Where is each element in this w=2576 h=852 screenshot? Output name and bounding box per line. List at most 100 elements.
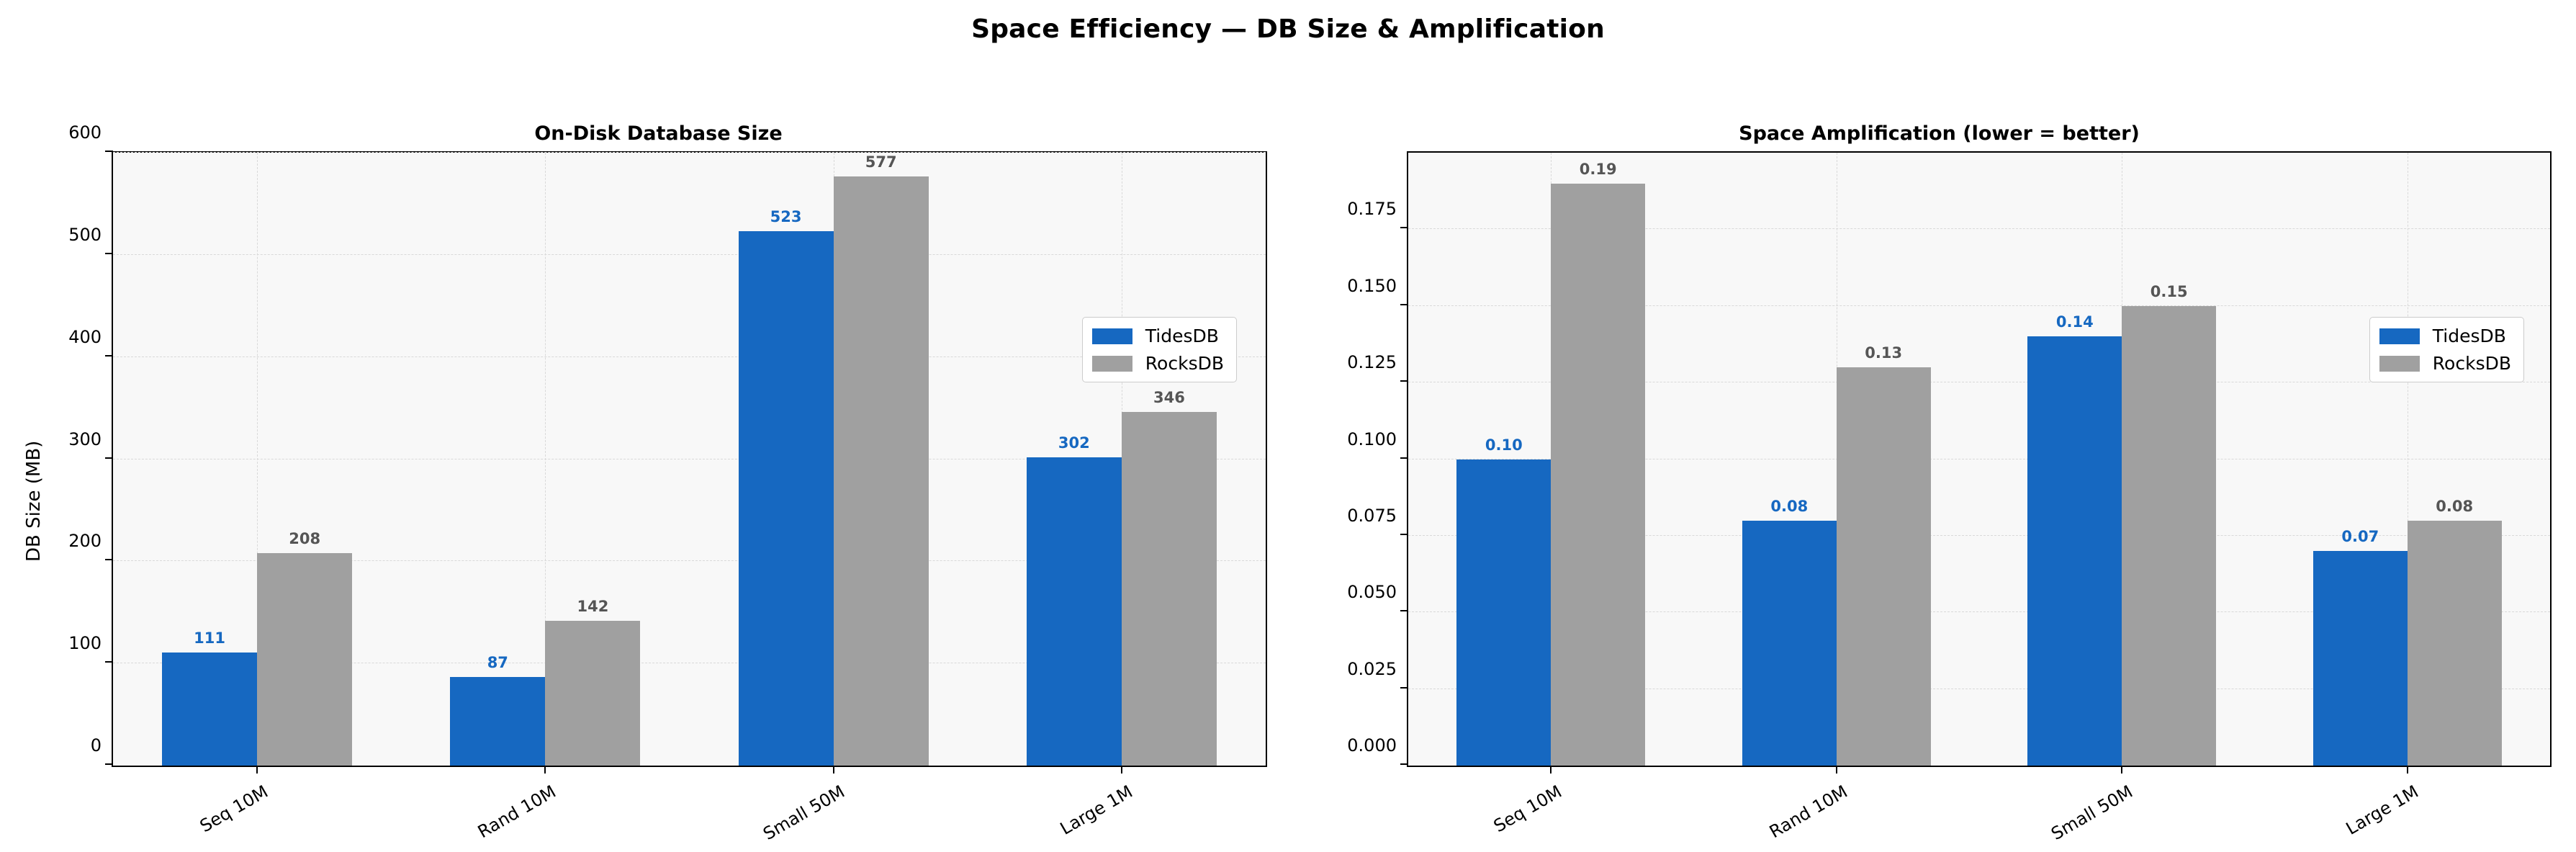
bar-rocksdb-rand-10m[interactable]: 142 (545, 598, 641, 766)
x-tick-label: Small 50M (759, 781, 848, 845)
bar-value-label: 0.13 (1865, 344, 1903, 362)
x-tick-label: Large 1M (1056, 781, 1136, 839)
bar-rocksdb-seq-10m[interactable]: 0.19 (1551, 161, 1646, 766)
y-tick-label: 0 (90, 735, 102, 755)
bar-tidesdb-large-1m[interactable]: 302 (1026, 434, 1122, 766)
plot-area-db-size: 0 100 200 300 400 500 600 Seq 10M Rand 10M Small… (68, 122, 1267, 844)
legend-item-tidesdb[interactable]: TidesDB (2379, 326, 2511, 346)
bar-tidesdb-rand-10m[interactable]: 0.08 (1742, 498, 1837, 766)
y-tick-label: 0.025 (1347, 658, 1397, 679)
bar-value-label: 0.08 (2436, 497, 2474, 515)
bar-rocksdb-small-50m[interactable]: 577 (833, 153, 929, 766)
x-tick-label: Large 1M (2342, 781, 2422, 839)
subplot-title-space-amplification: Space Amplification (lower = better) (1739, 122, 2140, 145)
gridline-horizontal (1408, 228, 2550, 230)
bar-value-label: 0.07 (2341, 528, 2379, 546)
legend-item-tidesdb[interactable]: TidesDB (1091, 326, 1224, 346)
gridline-horizontal (1408, 611, 2550, 613)
gridline-horizontal (113, 560, 1266, 562)
legend-item-rocksdb[interactable]: RocksDB (1091, 353, 1224, 374)
gridline-horizontal (113, 152, 1266, 153)
y-tick-mark (1400, 763, 1408, 765)
gridline-horizontal (1408, 305, 2550, 306)
legend-label: RocksDB (1145, 353, 1224, 374)
y-tick-mark (105, 763, 113, 765)
x-tick-label: Rand 10M (474, 781, 560, 843)
y-tick-mark (1400, 533, 1408, 535)
y-tick-mark (105, 151, 113, 152)
bar-value-label: 0.15 (2150, 282, 2188, 300)
gridline-horizontal (1408, 534, 2550, 536)
y-tick-mark (105, 252, 113, 254)
bar-value-label: 208 (289, 530, 321, 547)
bar-rocksdb-large-1m[interactable]: 0.08 (2407, 498, 2502, 766)
y-tick-mark (105, 559, 113, 561)
x-tick-mark (256, 766, 258, 773)
x-tick-mark (1120, 766, 1122, 773)
bar-value-label: 346 (1153, 389, 1185, 407)
y-tick-label: 0.125 (1347, 352, 1397, 373)
y-tick-label: 500 (68, 224, 102, 245)
bar-value-label: 0.10 (1485, 436, 1523, 454)
legend-label: RocksDB (2432, 353, 2511, 374)
bar-value-label: 87 (487, 653, 508, 671)
y-tick-label: 0.175 (1347, 199, 1397, 220)
legend-db-size[interactable]: TidesDB RocksDB (1081, 317, 1237, 382)
x-tick-mark (544, 766, 546, 773)
y-tick-mark (105, 354, 113, 357)
x-tick-mark (832, 766, 834, 773)
y-tick-label: 300 (68, 429, 102, 449)
legend-swatch-icon (1091, 355, 1132, 372)
bar-tidesdb-rand-10m[interactable]: 87 (450, 654, 546, 766)
y-tick-label: 600 (68, 122, 102, 143)
y-tick-mark (1400, 610, 1408, 612)
x-tick-label: Seq 10M (196, 781, 272, 837)
x-tick-label: Seq 10M (1490, 781, 1566, 837)
legend-label: TidesDB (1145, 326, 1219, 346)
y-tick-mark (1400, 380, 1408, 382)
subplot-db-size: On-Disk Database Size DB Size (MB) 0 100 2… (23, 122, 1267, 844)
y-tick-label: 400 (68, 326, 102, 347)
gridline-horizontal (113, 254, 1266, 255)
y-tick-label: 200 (68, 531, 102, 552)
bar-tidesdb-small-50m[interactable]: 523 (738, 208, 834, 766)
legend-label: TidesDB (2432, 326, 2506, 346)
bar-rocksdb-small-50m[interactable]: 0.15 (2122, 283, 2217, 766)
subplot-title-db-size: On-Disk Database Size (534, 122, 783, 145)
x-tick-label: Rand 10M (1765, 781, 1851, 843)
legend-swatch-icon (2379, 355, 2420, 372)
y-tick-mark (1400, 686, 1408, 689)
bar-tidesdb-seq-10m[interactable]: 111 (162, 629, 258, 766)
bar-value-label: 142 (577, 597, 609, 615)
y-axis-label-db-size: DB Size (MB) (23, 440, 45, 562)
gridline-vertical (257, 153, 258, 766)
bar-tidesdb-large-1m[interactable]: 0.07 (2312, 528, 2408, 766)
x-tick-mark (2121, 766, 2123, 773)
bar-rocksdb-seq-10m[interactable]: 208 (257, 530, 353, 766)
y-tick-label: 0.000 (1347, 735, 1397, 755)
legend-space-amplification[interactable]: TidesDB RocksDB (2369, 317, 2524, 382)
bar-rocksdb-rand-10m[interactable]: 0.13 (1836, 344, 1931, 766)
y-tick-mark (105, 457, 113, 459)
x-tick-label: Small 50M (2048, 781, 2137, 845)
bar-rocksdb-large-1m[interactable]: 346 (1121, 389, 1217, 766)
bar-value-label: 0.19 (1579, 160, 1617, 178)
bar-value-label: 111 (194, 629, 225, 647)
bar-tidesdb-seq-10m[interactable]: 0.10 (1456, 436, 1552, 766)
x-tick-mark (1550, 766, 1552, 773)
y-tick-label: 0.100 (1347, 429, 1397, 449)
x-tick-mark (1835, 766, 1837, 773)
y-tick-mark (1400, 457, 1408, 459)
y-tick-mark (1400, 303, 1408, 305)
legend-swatch-icon (1091, 328, 1132, 344)
bar-value-label: 577 (865, 153, 897, 171)
bar-tidesdb-small-50m[interactable]: 0.14 (2027, 313, 2122, 766)
bar-value-label: 0.14 (2055, 313, 2094, 331)
bar-value-label: 523 (770, 208, 802, 226)
legend-swatch-icon (2379, 328, 2420, 344)
subplot-space-amplification: Space Amplification (lower = better) Spa… (1288, 0, 2576, 852)
bar-value-label: 302 (1058, 434, 1090, 452)
legend-item-rocksdb[interactable]: RocksDB (2379, 353, 2511, 374)
y-tick-mark (105, 661, 113, 663)
